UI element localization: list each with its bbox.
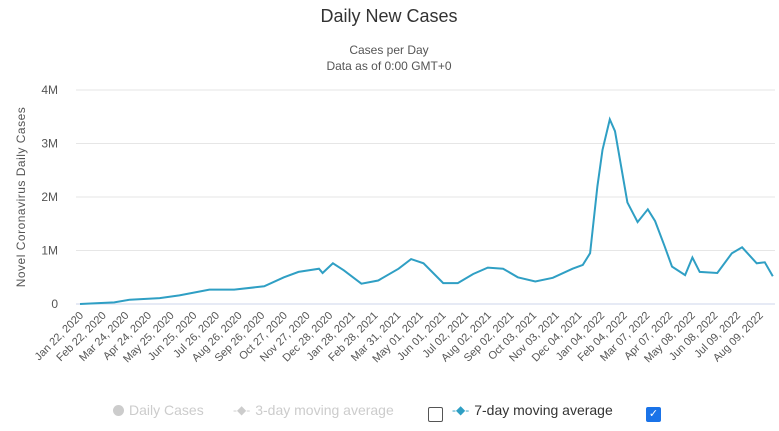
line-marker-icon: -◆- <box>233 403 251 417</box>
y-axis-label: Novel Coronavirus Daily Cases <box>14 107 28 288</box>
series-line-7-day-moving-average <box>79 116 774 305</box>
legend-label: Daily Cases <box>129 402 204 418</box>
legend: Daily Cases -◆- 3-day moving average -◆-… <box>0 402 779 424</box>
y-tick-label: 4M <box>41 83 58 97</box>
checkbox-3-day-average[interactable] <box>428 407 443 422</box>
legend-item-7-day-average[interactable]: -◆- 7-day moving average <box>452 402 613 418</box>
chart-title: Daily New Cases <box>320 6 457 26</box>
circle-icon <box>113 404 124 416</box>
daily-new-cases-chart: Daily New Cases Cases per Day Data as of… <box>14 6 775 365</box>
y-tick-label: 2M <box>41 190 58 204</box>
y-tick-label: 0 <box>51 297 58 311</box>
y-tick-label: 1M <box>41 244 58 258</box>
line-marker-icon: -◆- <box>452 403 470 417</box>
chart-subtitle-line-1: Cases per Day <box>349 43 428 57</box>
legend-item-daily-cases[interactable]: Daily Cases <box>113 402 204 418</box>
y-tick-label: 3M <box>41 137 58 151</box>
legend-item-3-day-average[interactable]: -◆- 3-day moving average <box>233 402 394 418</box>
legend-label: 3-day moving average <box>255 402 394 418</box>
chart-subtitle-line-2: Data as of 0:00 GMT+0 <box>326 59 451 73</box>
checkbox-7-day-average[interactable]: ✓ <box>646 407 661 422</box>
legend-label: 7-day moving average <box>474 402 613 418</box>
